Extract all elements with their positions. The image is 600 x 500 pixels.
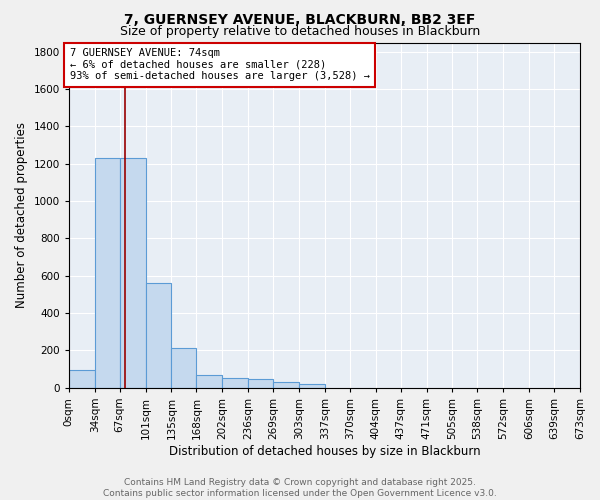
Text: 7 GUERNSEY AVENUE: 74sqm
← 6% of detached houses are smaller (228)
93% of semi-d: 7 GUERNSEY AVENUE: 74sqm ← 6% of detache… (70, 48, 370, 82)
Bar (196, 374, 222, 388)
Bar (299, 384, 325, 388)
Bar (222, 378, 248, 388)
Bar (273, 382, 299, 388)
Text: 7, GUERNSEY AVENUE, BLACKBURN, BB2 3EF: 7, GUERNSEY AVENUE, BLACKBURN, BB2 3EF (124, 12, 476, 26)
Y-axis label: Number of detached properties: Number of detached properties (15, 122, 28, 308)
Bar (146, 284, 172, 388)
Text: Contains HM Land Registry data © Crown copyright and database right 2025.
Contai: Contains HM Land Registry data © Crown c… (103, 478, 497, 498)
Bar (95, 158, 120, 388)
Bar (120, 158, 146, 388)
Bar (69, 370, 95, 388)
Text: Size of property relative to detached houses in Blackburn: Size of property relative to detached ho… (120, 25, 480, 38)
X-axis label: Distribution of detached houses by size in Blackburn: Distribution of detached houses by size … (169, 444, 480, 458)
Bar (172, 348, 196, 388)
Bar (248, 380, 273, 388)
